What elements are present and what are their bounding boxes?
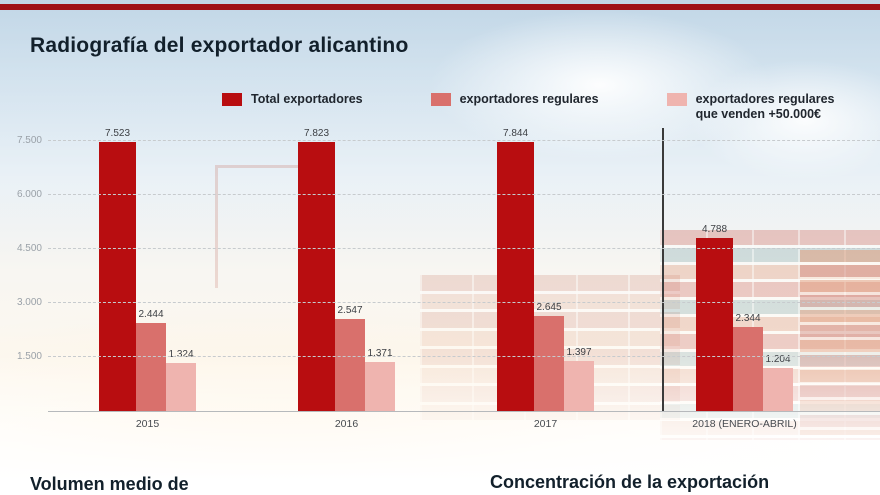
page-title: Radiografía del exportador alicantino (30, 34, 409, 58)
bars: 4.788 2.344 1.204 (696, 128, 793, 411)
legend-item-1: exportadores regulares (430, 92, 599, 107)
gridline-6000: 6.000 (17, 189, 880, 200)
y-axis-tick-label: 6.000 (16, 189, 42, 200)
bar-exportadores-2017 (564, 361, 594, 411)
legend-label: exportadores regulares que venden +50.000… (695, 92, 835, 121)
bar-group-2016: 7.823 2.547 1.371 (247, 128, 446, 411)
legend-swatch (430, 93, 451, 106)
y-axis-tick-label: 4.500 (16, 243, 42, 254)
bar-total-2016 (298, 142, 335, 411)
x-axis-category-label: 2016 (334, 418, 359, 430)
bar-column-2-2017: 1.397 (564, 128, 594, 411)
chart-legend: Total exportadores exportadores regulares… (222, 92, 835, 122)
legend-label: exportadores regulares (459, 92, 599, 106)
legend-swatch (666, 93, 687, 106)
bar-chart: 7.523 2.444 1.324 7.823 2.547 1.371 7.844 2.645… (0, 128, 880, 412)
bar-column-0-2015: 7.523 (99, 128, 136, 411)
bar-exportadores-2016 (335, 319, 365, 411)
bar-exportadores-2016 (365, 362, 395, 411)
bar-exportadores-2015 (136, 323, 166, 411)
bar-group-2018 (ENERO-ABRIL): 4.788 2.344 1.204 (645, 128, 844, 411)
bar-column-2-2016: 1.371 (365, 128, 395, 411)
bar-exportadores-2018 (ENERO-ABRIL) (733, 327, 763, 411)
gridline-3000: 3.000 (17, 297, 880, 308)
bar-value-label: 2.547 (337, 305, 363, 316)
bar-total-2018 (ENERO-ABRIL) (696, 238, 733, 411)
x-axis-category-label: 2018 (ENERO-ABRIL) (692, 418, 797, 430)
bar-total-2015 (99, 142, 136, 411)
bar-value-label: 7.823 (303, 128, 330, 139)
bar-group-2015: 7.523 2.444 1.324 (48, 128, 247, 411)
bar-column-0-2016: 7.823 (298, 128, 335, 411)
bar-value-label: 2.344 (735, 313, 761, 324)
bar-value-label: 1.371 (367, 348, 393, 359)
bar-column-1-2017: 2.645 (534, 128, 564, 411)
bars: 7.823 2.547 1.371 (298, 128, 395, 411)
bar-column-0-2017: 7.844 (497, 128, 534, 411)
legend-swatch (222, 93, 242, 106)
bar-column-1-2018 (ENERO-ABRIL): 2.344 (733, 128, 763, 411)
y-axis-tick-label: 7.500 (16, 135, 42, 146)
bar-exportadores-2017 (534, 316, 564, 411)
x-axis-labels: 2015 2016 2017 2018 (ENERO-ABRIL) (48, 418, 880, 434)
gridline-1500: 1.500 (17, 351, 880, 362)
gridline-7500: 7.500 (17, 135, 880, 146)
legend-item-2: exportadores regulares que venden +50.000… (666, 92, 835, 122)
bar-groups: 7.523 2.444 1.324 7.823 2.547 1.371 7.844 2.645… (48, 128, 880, 411)
bar-value-label: 1.324 (168, 349, 194, 360)
x-axis-category-label: 2015 (135, 418, 160, 430)
legend-item-0: Total exportadores (222, 92, 363, 107)
section-title-concentracion: Concentración de la exportación (490, 472, 770, 492)
bar-value-label: 2.444 (138, 309, 164, 320)
bar-exportadores-2015 (166, 363, 196, 411)
legend-label: Total exportadores (251, 92, 363, 106)
section-title-volumen: Volumen medio de (30, 474, 189, 494)
bar-exportadores-2018 (ENERO-ABRIL) (763, 368, 793, 411)
bar-column-1-2016: 2.547 (335, 128, 365, 411)
plot-area: 7.523 2.444 1.324 7.823 2.547 1.371 7.844 2.645… (17, 128, 880, 412)
bar-column-0-2018 (ENERO-ABRIL): 4.788 (696, 128, 733, 411)
bar-total-2017 (497, 142, 534, 411)
bar-value-label: 7.523 (104, 128, 131, 139)
gridline-4500: 4.500 (17, 243, 880, 254)
bar-column-2-2015: 1.324 (166, 128, 196, 411)
bar-value-label: 2.645 (536, 302, 562, 313)
bars: 7.523 2.444 1.324 (99, 128, 196, 411)
x-axis-category-label: 2017 (533, 418, 558, 430)
accent-top-bar (0, 4, 880, 10)
bar-group-2017: 7.844 2.645 1.397 (446, 128, 645, 411)
bar-column-1-2015: 2.444 (136, 128, 166, 411)
bar-value-label: 4.788 (701, 224, 728, 235)
y-axis-tick-label: 1.500 (16, 351, 42, 362)
bars: 7.844 2.645 1.397 (497, 128, 594, 411)
bar-column-2-2018 (ENERO-ABRIL): 1.204 (763, 128, 793, 411)
y-axis-tick-label: 3.000 (16, 297, 42, 308)
bar-value-label: 7.844 (502, 128, 529, 139)
